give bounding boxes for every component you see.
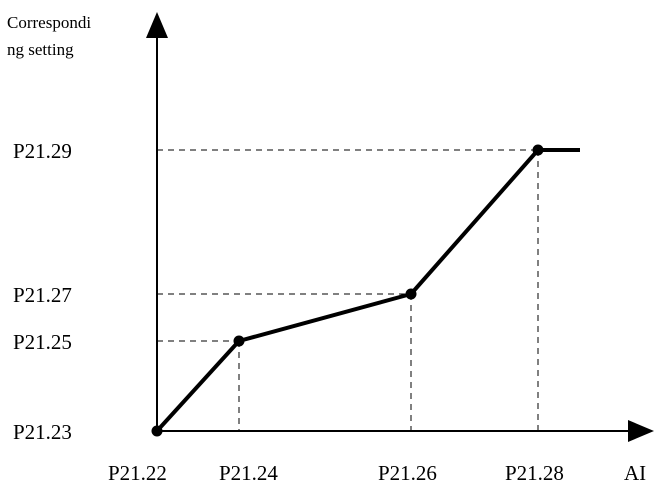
- y-axis-label-line-2: ng setting: [7, 40, 74, 59]
- x-tick-label: P21.26: [378, 461, 437, 485]
- x-tick-label: P21.22: [108, 461, 167, 485]
- x-tick-label: P21.24: [219, 461, 278, 485]
- point-p21-22: [151, 425, 163, 437]
- point-p21-26: [405, 288, 417, 300]
- y-tick-label: P21.23: [13, 420, 72, 444]
- y-tick-label: P21.27: [13, 283, 72, 307]
- x-tick-label: P21.28: [505, 461, 564, 485]
- x-axis-label: AI: [624, 461, 646, 485]
- y-tick-label: P21.29: [13, 139, 72, 163]
- point-p21-28: [532, 144, 544, 156]
- guide-lines: [157, 149, 539, 431]
- y-axis-label-line-1: Correspondi: [7, 13, 91, 32]
- curve-line: [155, 148, 580, 433]
- x-axis-arrow: [628, 420, 654, 442]
- y-axis-arrow: [146, 12, 168, 38]
- point-p21-24: [233, 335, 245, 347]
- y-tick-label: P21.25: [13, 330, 72, 354]
